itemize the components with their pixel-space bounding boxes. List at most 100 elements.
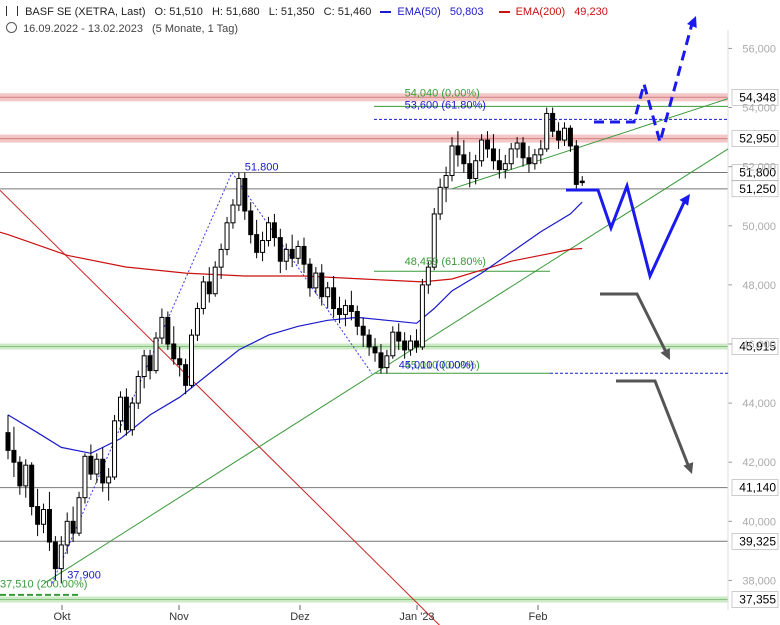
chart-subheader: 16.09.2022 - 13.02.2023 (5 Monate, 1 Tag… — [6, 22, 244, 35]
chart-header: BASF SE (XETRA, Last) O: 51,510 H: 51,68… — [6, 6, 620, 18]
candle-body — [29, 464, 35, 508]
ema50-swatch-icon — [380, 11, 392, 14]
candle-body — [366, 334, 372, 348]
candle-body — [189, 334, 195, 386]
x-tick-label: Dez — [290, 611, 310, 623]
candle-body — [556, 130, 562, 141]
candle-body — [408, 340, 414, 351]
candle-body — [100, 458, 106, 484]
candle-body — [224, 222, 230, 250]
candle-body — [283, 248, 289, 262]
candle-body — [141, 355, 147, 378]
period-info: (5 Monate, 1 Tag) — [152, 23, 239, 35]
price-level-tag: 52,950 — [731, 130, 779, 147]
candle-body — [70, 520, 76, 534]
candle-body — [194, 308, 200, 336]
channel-line — [451, 98, 729, 190]
down-projection-arrow — [616, 379, 692, 471]
candle-body — [301, 245, 307, 265]
candle-body — [520, 142, 526, 159]
candle-body — [230, 204, 236, 224]
candle-body — [147, 355, 153, 372]
candle-body — [514, 142, 520, 150]
price-level-tag: 41,140 — [731, 479, 779, 496]
candle-body — [295, 245, 301, 259]
close-value: C: 51,460 — [323, 6, 372, 18]
candle-body — [236, 177, 242, 206]
candle-body — [443, 175, 449, 188]
candle-body — [485, 139, 491, 150]
price-level-label: 45,915 — [739, 340, 776, 354]
candle-body — [467, 163, 473, 179]
candle-body — [479, 139, 485, 162]
x-tick-label: Jan '23 — [399, 611, 434, 623]
candle-body — [449, 145, 455, 177]
candle-body — [265, 222, 271, 242]
candle-body — [123, 396, 129, 431]
ema50-label: EMA(50) — [397, 6, 441, 18]
candle-body — [567, 127, 573, 147]
ema200-legend[interactable]: EMA(200) 49,230 — [498, 6, 614, 18]
x-tick-label: Nov — [169, 611, 189, 623]
candle-body — [419, 284, 425, 348]
candle-body — [277, 237, 283, 262]
price-level-label: 39,325 — [739, 534, 776, 548]
candle-body — [390, 331, 396, 357]
candle-body — [490, 148, 496, 162]
chart-type-icon[interactable] — [6, 6, 18, 16]
y-tick-label: 46,000 — [742, 339, 776, 351]
candle-body — [413, 340, 419, 348]
candle-body — [526, 157, 532, 165]
chart-annotation: 37,900 — [67, 569, 101, 581]
y-tick-label: 56,000 — [742, 43, 776, 55]
y-tick-label: 54,000 — [742, 103, 776, 115]
candle-body — [342, 305, 348, 315]
chart-annotation: 48,459 (61.80%) — [405, 256, 486, 268]
candle-body — [271, 222, 277, 239]
candle-body — [218, 248, 224, 268]
candle-body — [260, 240, 266, 253]
candle-body — [337, 308, 343, 315]
ema50-value: 50,803 — [449, 6, 484, 18]
x-tick-label: Feb — [529, 611, 548, 623]
price-level-label: 52,950 — [739, 132, 776, 146]
ema50-legend[interactable]: EMA(50) 50,803 — [380, 6, 489, 18]
price-level-tag: 54,348 — [731, 89, 779, 106]
candle-body — [508, 148, 514, 165]
price-level-label: 51,250 — [739, 182, 776, 196]
ema200-line — [0, 231, 583, 283]
candle-body — [532, 154, 538, 165]
candle-body — [307, 263, 313, 289]
candle-body — [348, 305, 354, 312]
candle-body — [35, 506, 41, 525]
candle-body — [165, 316, 171, 345]
candle-body — [106, 476, 112, 484]
candle-body — [325, 287, 331, 298]
open-value: O: 51,510 — [154, 6, 203, 18]
candle-body — [437, 186, 443, 215]
candle-body — [153, 337, 159, 372]
y-tick-label: 40,000 — [742, 516, 776, 528]
date-range: 16.09.2022 - 13.02.2023 — [23, 23, 143, 35]
candle-body — [331, 287, 337, 310]
candle-body — [502, 163, 508, 171]
candle-body — [64, 520, 70, 546]
downtrend-line — [0, 189, 441, 625]
y-tick-label: 48,000 — [742, 280, 776, 292]
candle-body — [58, 544, 64, 570]
bullish-projection-arrow — [594, 19, 695, 148]
candle-body — [579, 180, 585, 184]
chart-annotation: 37,510 (200.00%) — [0, 578, 87, 590]
chart-annotation: 45,010 (0.00%) — [399, 360, 474, 372]
candle-body — [396, 331, 402, 342]
price-level-tag: 45,915 — [731, 338, 779, 355]
price-level-label: 51,800 — [739, 166, 776, 180]
candle-body — [461, 154, 467, 165]
low-value: L: 51,350 — [268, 6, 315, 18]
price-level-tag: 39,325 — [731, 533, 779, 550]
ema200-value: 49,230 — [574, 6, 608, 18]
fib-swing-line — [231, 172, 373, 374]
price-level-tag: 51,800 — [731, 164, 779, 181]
candle-body — [425, 266, 431, 286]
